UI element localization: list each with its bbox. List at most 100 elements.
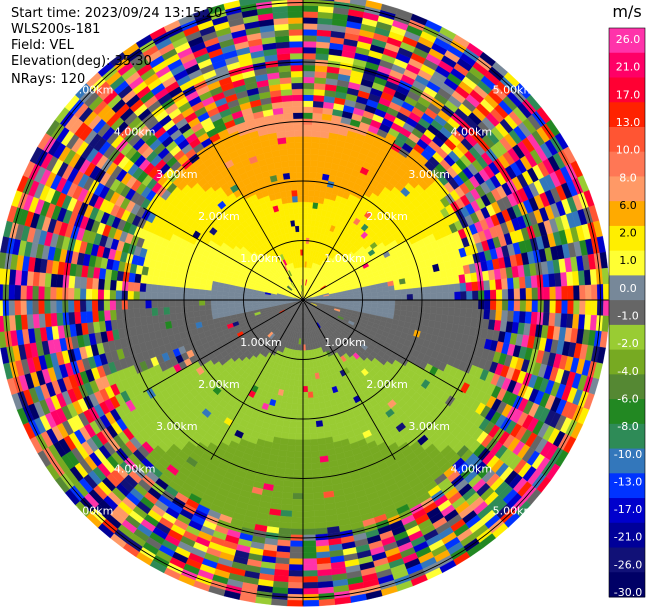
range-gate xyxy=(489,280,496,290)
range-gate xyxy=(305,344,308,350)
range-gate xyxy=(205,300,211,305)
range-gate xyxy=(525,312,532,324)
range-gate xyxy=(163,300,169,307)
range-gate xyxy=(291,523,303,529)
range-gate xyxy=(290,553,304,559)
range-gate xyxy=(175,300,181,307)
range-gate xyxy=(313,397,319,404)
range-gate xyxy=(158,315,165,323)
range-gate xyxy=(549,274,556,288)
range-gate xyxy=(289,570,304,576)
range-gate xyxy=(513,311,520,323)
range-gate xyxy=(413,294,419,300)
range-gate xyxy=(311,451,320,458)
range-gate xyxy=(199,300,205,305)
range-gate xyxy=(303,83,314,89)
range-gate xyxy=(287,600,303,606)
range-gate xyxy=(303,101,313,107)
range-gate xyxy=(309,410,315,416)
range-gate xyxy=(314,510,326,517)
range-gate xyxy=(188,312,195,319)
range-gate xyxy=(316,48,330,55)
range-gate xyxy=(9,285,15,300)
range-gate xyxy=(461,291,467,300)
range-gate xyxy=(293,481,303,487)
range-gate xyxy=(0,284,3,300)
range-gate xyxy=(80,311,87,323)
range-gate xyxy=(314,191,320,198)
range-gate xyxy=(309,172,316,178)
range-gate xyxy=(292,511,303,517)
range-gate xyxy=(311,445,319,452)
range-gate xyxy=(316,173,323,180)
range-gate xyxy=(303,23,318,29)
range-gate xyxy=(288,576,303,582)
range-gate xyxy=(139,300,145,309)
range-gate xyxy=(472,300,478,309)
range-gate xyxy=(303,523,315,529)
range-gate xyxy=(455,292,461,300)
range-gate xyxy=(490,290,496,300)
range-gate xyxy=(401,289,407,295)
range-gate xyxy=(303,410,309,416)
range-gate xyxy=(303,113,313,119)
range-gate xyxy=(110,310,117,320)
range-gate xyxy=(291,410,297,416)
range-gate xyxy=(466,309,473,318)
range-gate xyxy=(303,570,318,576)
range-gate xyxy=(314,83,326,90)
range-gate xyxy=(313,391,319,398)
range-gate xyxy=(316,53,329,60)
range-gate xyxy=(295,374,300,380)
range-gate xyxy=(318,155,326,162)
range-gate xyxy=(579,285,585,300)
range-gate xyxy=(424,287,430,294)
range-gate xyxy=(187,300,193,306)
range-gate xyxy=(292,505,303,511)
range-gate xyxy=(303,125,312,131)
range-gate xyxy=(303,172,310,178)
range-gate xyxy=(307,220,312,226)
range-gate xyxy=(316,426,324,433)
range-gate xyxy=(313,113,323,120)
range-gate xyxy=(303,469,312,475)
range-gate xyxy=(489,310,496,320)
range-gate xyxy=(413,306,419,312)
range-gate xyxy=(211,290,217,295)
range-gate xyxy=(382,287,389,292)
range-gate xyxy=(308,208,313,214)
range-gate xyxy=(413,288,419,294)
range-gate xyxy=(110,300,116,310)
range-gate xyxy=(308,404,314,410)
range-gate xyxy=(562,286,568,300)
range-gate xyxy=(128,282,135,291)
range-gate xyxy=(306,362,310,368)
range-gate xyxy=(247,300,253,303)
range-gate xyxy=(347,295,353,298)
range-gate xyxy=(86,300,92,311)
range-gate xyxy=(32,300,38,314)
range-gate xyxy=(152,284,159,292)
range-gate xyxy=(307,214,312,220)
range-gate xyxy=(200,315,207,321)
range-gate xyxy=(389,290,395,295)
range-gate xyxy=(447,276,454,285)
range-gate xyxy=(285,463,294,470)
range-gate xyxy=(14,285,20,300)
range-gate xyxy=(293,487,303,493)
range-gate xyxy=(307,374,312,380)
range-gate xyxy=(531,312,538,325)
range-gate xyxy=(199,305,205,311)
range-gate xyxy=(290,541,303,547)
range-gate xyxy=(549,313,556,327)
range-gate xyxy=(247,303,253,306)
range-gate xyxy=(285,469,294,476)
range-gate xyxy=(303,6,318,12)
range-gate xyxy=(543,274,550,287)
range-gate xyxy=(92,300,98,311)
range-gate xyxy=(395,300,401,305)
range-gate xyxy=(44,287,50,301)
range-gate xyxy=(157,285,164,293)
range-gate xyxy=(294,463,303,469)
range-gate xyxy=(116,310,123,320)
